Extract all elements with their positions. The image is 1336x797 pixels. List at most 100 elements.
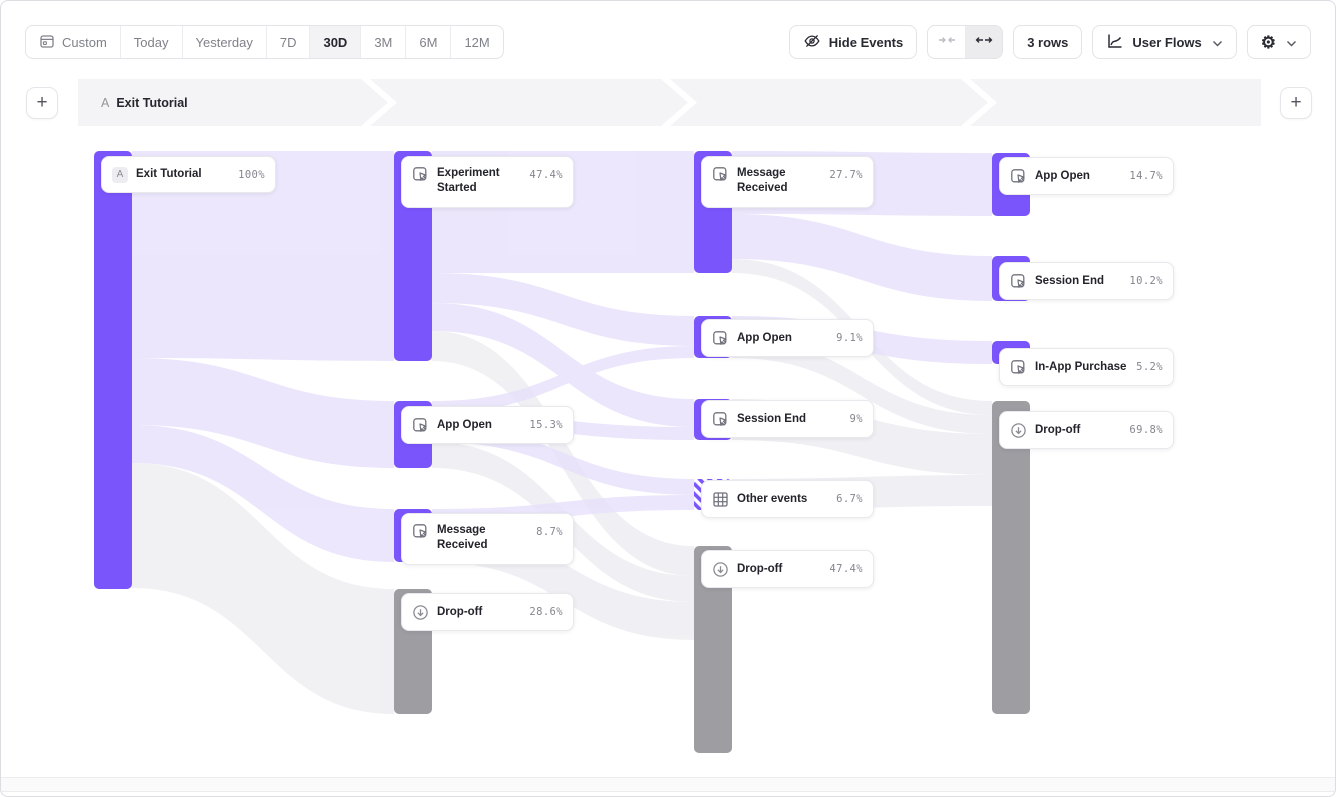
collapse-icon	[938, 33, 956, 51]
flow-node-card[interactable]: Session End 9%	[701, 400, 874, 438]
date-range-label: 30D	[323, 34, 348, 50]
date-range-label: Today	[133, 34, 169, 50]
node-percent: 28.6%	[529, 606, 563, 618]
event-icon	[712, 166, 729, 183]
event-icon	[412, 417, 429, 434]
eye-off-icon	[803, 32, 821, 53]
node-label: App Open	[437, 418, 492, 431]
bottom-panel-strip	[1, 777, 1335, 792]
date-range-custom[interactable]: Custom	[26, 26, 121, 58]
gear-icon: ⚙	[1260, 32, 1276, 52]
add-column-left-button[interactable]: +	[26, 87, 58, 119]
node-percent: 14.7%	[1129, 170, 1163, 182]
dropoff-icon	[412, 604, 429, 621]
add-column-right-button[interactable]: +	[1280, 87, 1312, 119]
flow-node-card[interactable]: Message Received 8.7%	[401, 513, 574, 565]
node-label: Other events	[737, 492, 808, 505]
event-icon	[712, 330, 729, 347]
node-label: Session End	[737, 412, 807, 425]
flow-node-card[interactable]: App Open 14.7%	[999, 157, 1174, 195]
event-icon	[1010, 168, 1027, 185]
flow-node-card[interactable]: A Exit Tutorial 100%	[101, 156, 276, 193]
chevron-down-icon	[1212, 35, 1223, 50]
event-icon	[1010, 273, 1027, 290]
date-range-30d[interactable]: 30D	[310, 26, 362, 58]
node-label: App Open	[1035, 169, 1090, 182]
rows-button[interactable]: 3 rows	[1013, 25, 1083, 59]
view-selector-button[interactable]: User Flows	[1092, 25, 1237, 59]
date-range-control: Custom Today Yesterday 7D 30D 3M 6M 12M	[25, 25, 504, 59]
node-label: Exit Tutorial	[136, 168, 202, 180]
node-label: App Open	[737, 331, 792, 344]
chart-icon	[1106, 32, 1124, 53]
hide-events-label: Hide Events	[828, 34, 904, 50]
hide-events-button[interactable]: Hide Events	[788, 25, 918, 59]
flow-node-card[interactable]: App Open 9.1%	[701, 319, 874, 357]
node-percent: 47.4%	[529, 169, 563, 181]
node-label: Drop-off	[437, 605, 483, 618]
node-percent: 9%	[849, 413, 863, 425]
node-label: Drop-off	[737, 562, 783, 575]
date-range-7d[interactable]: 7D	[267, 26, 311, 58]
date-range-label: 6M	[419, 34, 438, 50]
collapse-expand-control	[927, 25, 1004, 59]
other-events-card[interactable]: Other events 6.7%	[701, 480, 874, 518]
date-range-today[interactable]: Today	[121, 26, 183, 58]
lane-title: A Exit Tutorial	[101, 79, 188, 126]
chevron-down-icon	[1286, 35, 1297, 50]
expand-icon	[975, 33, 993, 51]
dropoff-node-card[interactable]: Drop-off 28.6%	[401, 593, 574, 631]
node-percent: 15.3%	[529, 419, 563, 431]
date-range-3m[interactable]: 3M	[361, 26, 407, 58]
dropoff-icon	[712, 561, 729, 578]
date-range-label: Custom	[62, 34, 107, 50]
event-icon	[1010, 359, 1027, 376]
date-range-label: 7D	[279, 34, 297, 50]
calendar-icon	[39, 33, 55, 52]
dropoff-node-card[interactable]: Drop-off 47.4%	[701, 550, 874, 588]
rows-label: 3 rows	[1027, 34, 1069, 50]
bar-dropoff-4	[992, 401, 1030, 714]
node-percent: 9.1%	[836, 332, 863, 344]
dropoff-node-card[interactable]: Drop-off 69.8%	[999, 411, 1174, 449]
event-icon	[712, 411, 729, 428]
collapse-columns-button[interactable]	[928, 26, 965, 58]
date-range-yesterday[interactable]: Yesterday	[183, 26, 267, 58]
event-icon	[412, 166, 429, 183]
date-range-6m[interactable]: 6M	[406, 26, 452, 58]
date-range-label: Yesterday	[195, 34, 253, 50]
grid-icon	[712, 491, 729, 508]
flow-node-card[interactable]: Message Received 27.7%	[701, 156, 874, 208]
lane-flow-name: Exit Tutorial	[116, 95, 188, 110]
event-icon	[412, 523, 429, 540]
node-percent: 10.2%	[1129, 275, 1163, 287]
flow-node-card[interactable]: Experiment Started 47.4%	[401, 156, 574, 208]
date-range-12m[interactable]: 12M	[451, 26, 502, 58]
node-label: Message Received	[737, 167, 788, 194]
node-percent: 8.7%	[536, 526, 563, 538]
node-percent: 47.4%	[829, 563, 863, 575]
node-percent: 69.8%	[1129, 424, 1163, 436]
settings-button[interactable]: ⚙	[1246, 25, 1311, 59]
expand-columns-button[interactable]	[965, 26, 1003, 58]
date-range-label: 3M	[374, 34, 393, 50]
flow-lane-banner[interactable]	[78, 79, 1261, 126]
node-label: Session End	[1035, 274, 1105, 287]
dropoff-icon	[1010, 422, 1027, 439]
bar-dropoff-3	[694, 546, 732, 753]
flow-node-card[interactable]: App Open 15.3%	[401, 406, 574, 444]
node-percent: 6.7%	[836, 493, 863, 505]
bar-exit-tutorial	[94, 151, 132, 589]
date-range-label: 12M	[464, 34, 490, 50]
node-percent: 100%	[238, 168, 265, 181]
node-percent: 27.7%	[829, 169, 863, 181]
node-label: Experiment Started	[437, 167, 500, 194]
flow-node-card[interactable]: In-App Purchase 5.2%	[999, 348, 1174, 386]
flow-node-card[interactable]: Session End 10.2%	[999, 262, 1174, 300]
sankey-diagram	[94, 151, 1030, 753]
node-label: In-App Purchase	[1035, 360, 1127, 373]
node-label: Message Received	[437, 524, 488, 551]
view-selector-label: User Flows	[1132, 34, 1202, 50]
flow-key-badge: A	[112, 166, 128, 183]
